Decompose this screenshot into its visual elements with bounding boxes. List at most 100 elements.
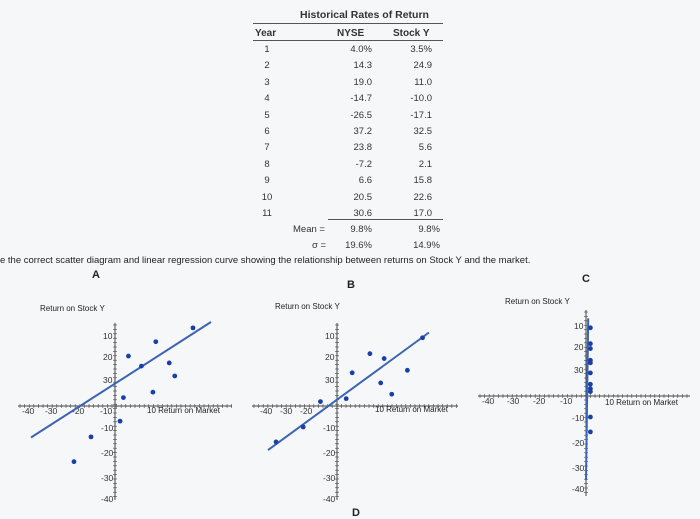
- y-tick-label: -10: [101, 423, 114, 433]
- table-title: Historical Rates of Return: [300, 9, 429, 21]
- data-point: [126, 353, 131, 359]
- x-tick-label: -30: [507, 396, 520, 406]
- table-top-rule: [253, 23, 443, 24]
- table-cell-year: 7: [264, 142, 270, 154]
- option-label-a: A: [92, 269, 100, 281]
- data-point: [404, 367, 410, 373]
- y-tick-label: -10: [323, 423, 336, 433]
- table-cell-nyse: 30.6: [353, 208, 373, 219]
- table-sum-rule: [328, 219, 443, 220]
- data-point: [318, 399, 323, 404]
- data-point: [588, 346, 593, 351]
- table-cell-nyse: 19.0: [353, 76, 373, 88]
- data-point: [139, 363, 144, 369]
- x-tick-label: -10: [100, 406, 113, 416]
- table-cell-year: 5: [264, 109, 270, 121]
- data-point: [190, 325, 196, 331]
- x-tick-label: -40: [482, 396, 495, 406]
- table-cell-year: 6: [264, 126, 270, 137]
- table-cell-stock: 3.5%: [410, 44, 432, 55]
- y-axis-label: Return on Stock Y: [40, 304, 105, 313]
- regression-line: [585, 318, 590, 481]
- data-point: [300, 424, 306, 430]
- table-cell-year: 4: [264, 93, 270, 105]
- data-point: [588, 357, 593, 363]
- regression-line: [267, 331, 430, 451]
- table-cell-year: 9: [264, 175, 270, 187]
- table-cell-stock: -17.1: [410, 109, 432, 121]
- option-label-b: B: [347, 279, 355, 291]
- table-cell-year: 3: [264, 76, 270, 88]
- table-cell-nyse: 6.6: [358, 175, 372, 187]
- data-point: [381, 356, 387, 361]
- data-point: [588, 381, 593, 387]
- data-point: [588, 341, 593, 347]
- y-tick-label: -30: [323, 473, 336, 483]
- option-label-d: D: [352, 507, 360, 519]
- x-axis-label: 10 Return on Market: [375, 405, 449, 414]
- x-tick-label: -40: [22, 406, 35, 416]
- data-point: [389, 391, 395, 397]
- table-cell-nyse: -7.2: [355, 158, 372, 170]
- data-point: [71, 459, 77, 465]
- data-point: [150, 389, 156, 395]
- y-tick-label: -30: [572, 463, 585, 473]
- x-axis-label: 10 Return on Market: [605, 398, 679, 407]
- y-tick-label: 30: [103, 375, 113, 385]
- table-cell-stock: 17.0: [413, 208, 433, 219]
- x-tick-label: -40: [260, 406, 273, 416]
- table-cell-year: 8: [264, 158, 270, 170]
- table-cell-year: 2: [264, 60, 270, 72]
- data-point: [343, 396, 349, 402]
- col-header-nyse: NYSE: [337, 28, 365, 39]
- x-tick-label: -20: [72, 406, 85, 416]
- sigma-stock: 14.9%: [413, 240, 440, 251]
- data-point: [166, 360, 172, 366]
- mean-label: Mean =: [293, 224, 325, 235]
- x-tick-label: -30: [280, 406, 293, 416]
- table-cell-stock: 22.6: [413, 191, 433, 203]
- x-tick-label: -30: [45, 406, 58, 416]
- table-cell-nyse: 23.8: [353, 142, 373, 154]
- table-cell-nyse: 20.5: [353, 191, 373, 203]
- question-instruction: e the correct scatter diagram and linear…: [0, 255, 531, 266]
- y-tick-label: -20: [101, 448, 114, 458]
- table-cell-stock: 11.0: [414, 76, 432, 88]
- y-tick-label: 30: [574, 365, 584, 375]
- data-point: [588, 370, 593, 376]
- table-cell-year: 1: [264, 44, 270, 55]
- y-tick-label: -20: [572, 438, 585, 448]
- y-tick-label: 30: [325, 375, 335, 385]
- y-tick-label: 20: [325, 352, 335, 362]
- y-tick-label: 10: [103, 331, 113, 341]
- table-cell-stock: 32.5: [413, 126, 433, 137]
- table-cell-nyse: -14.7: [350, 93, 372, 105]
- y-tick-label: -30: [101, 473, 114, 483]
- data-point: [588, 389, 593, 394]
- data-point: [273, 439, 279, 445]
- col-header-stock: Stock Y: [393, 28, 430, 39]
- data-point: [588, 360, 593, 366]
- x-axis-label: 10 Return on Market: [147, 406, 221, 415]
- data-point: [367, 351, 373, 357]
- data-point: [588, 386, 593, 392]
- y-tick-label: -10: [572, 413, 585, 423]
- data-point: [420, 335, 425, 341]
- option-label-c: C: [582, 273, 590, 285]
- y-axis-label: Return on Stock Y: [275, 302, 340, 311]
- y-tick-label: 20: [574, 342, 584, 352]
- data-point: [88, 434, 94, 440]
- sigma-label: σ =: [312, 240, 327, 251]
- y-tick-label: 10: [574, 321, 584, 331]
- y-tick-label: -40: [323, 494, 336, 504]
- table-cell-stock: 2.1: [418, 158, 432, 170]
- table-header-rule: [253, 40, 443, 41]
- data-point: [153, 339, 159, 345]
- col-header-year: Year: [255, 28, 277, 39]
- data-point: [588, 429, 593, 435]
- data-point: [588, 414, 593, 420]
- table-cell-nyse: -26.5: [350, 109, 372, 121]
- table-cell-nyse: 37.2: [353, 126, 373, 137]
- table-cell-stock: -10.0: [410, 93, 432, 105]
- data-point: [172, 373, 178, 379]
